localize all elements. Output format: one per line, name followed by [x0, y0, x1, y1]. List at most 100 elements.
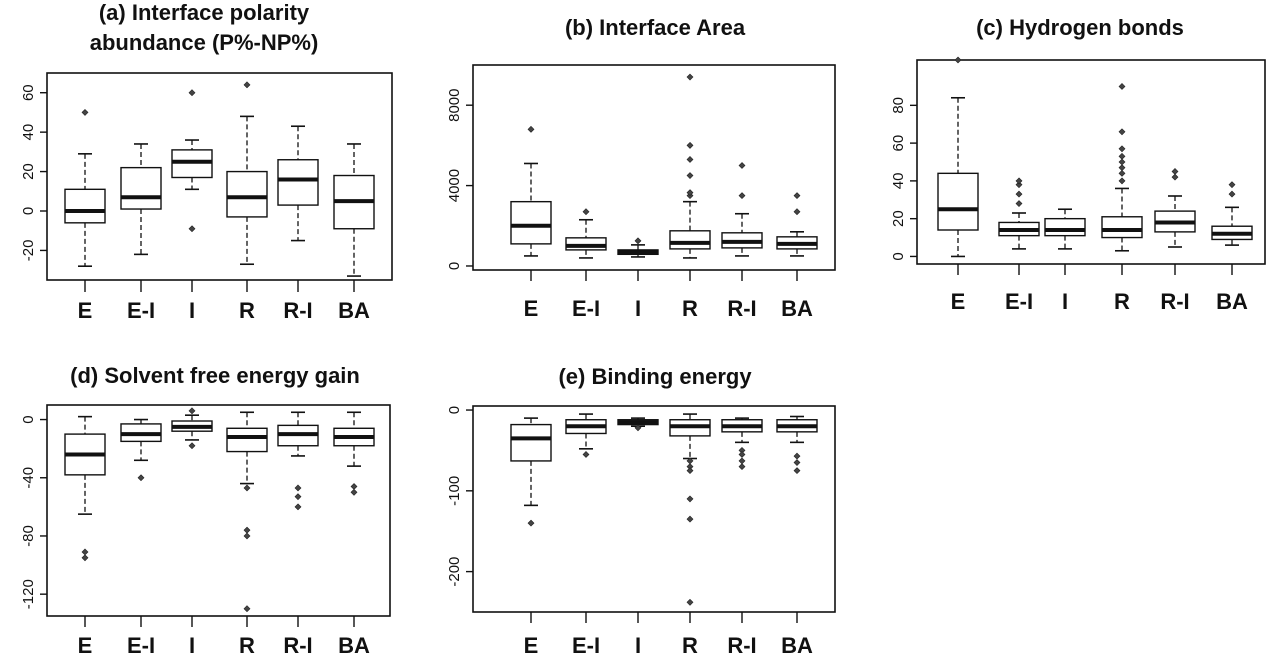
x-tick-label: E-I [572, 633, 600, 654]
outlier-point [686, 141, 694, 149]
outlier-point [686, 189, 694, 197]
x-tick-label: E-I [1005, 289, 1033, 314]
outlier-point [793, 459, 801, 466]
x-tick-label: BA [1216, 289, 1248, 314]
outlier-point [188, 225, 196, 233]
box-I [617, 417, 659, 432]
y-tick-label: -20 [20, 240, 37, 262]
panel-e: (e) Binding energy -200 -100 0 E E-I I R R-I BA [446, 364, 836, 654]
x-tick-label: E [524, 296, 539, 321]
box-BA [333, 411, 375, 496]
x-tick-label: BA [781, 296, 813, 321]
x-tick-label: E [78, 298, 93, 323]
y-tick-label: 20 [890, 210, 907, 227]
outlier-point [243, 532, 251, 540]
iqr-box [510, 423, 552, 462]
outlier-point [1118, 177, 1126, 185]
outlier-point [81, 548, 89, 556]
iqr-box [1044, 217, 1086, 237]
y-tick-label: 0 [446, 262, 463, 270]
y-tick-label: 0 [20, 415, 37, 423]
outlier-point [738, 162, 746, 169]
outlier-point [1118, 158, 1126, 166]
outlier-point [243, 81, 251, 89]
x-tick-label: E [524, 633, 539, 654]
outlier-point [582, 451, 590, 458]
outlier-point [686, 467, 694, 475]
outlier-point [188, 407, 196, 415]
panel-title: (d) Solvent free energy gain [70, 363, 360, 388]
outlier-point [1118, 169, 1126, 177]
iqr-box [64, 188, 106, 224]
panel-title: (a) Interface polarity [99, 0, 310, 25]
box-R [226, 81, 268, 266]
box-I [171, 407, 213, 450]
iqr-box [1101, 216, 1143, 239]
outlier-point [1171, 173, 1179, 181]
outlier-point [634, 237, 642, 245]
outlier-point [527, 125, 535, 133]
panel-title: abundance (P%-NP%) [90, 30, 319, 55]
plot-frame [472, 405, 836, 613]
outlier-point [294, 484, 302, 492]
y-tick-label: 20 [20, 163, 37, 180]
box-BA [1211, 181, 1253, 246]
box-BA [333, 143, 375, 277]
y-tick-label: 0 [890, 252, 907, 260]
iqr-box [937, 172, 979, 231]
plot-frame [46, 72, 393, 281]
outlier-point [1228, 181, 1236, 189]
x-tick-label: R [682, 633, 698, 654]
box-R-I [1154, 168, 1196, 248]
x-tick-label: E-I [127, 298, 155, 323]
box-R-I [721, 417, 763, 471]
x-tick-label: R [239, 298, 255, 323]
outlier-point [1015, 177, 1023, 185]
iqr-box [277, 159, 319, 206]
box-E [937, 56, 979, 258]
x-tick-label: E-I [572, 296, 600, 321]
box-R [1101, 83, 1143, 252]
outlier-point [1118, 152, 1126, 160]
y-tick-label: 8000 [446, 89, 463, 122]
y-tick-label: 60 [890, 135, 907, 152]
y-tick-label: -80 [20, 525, 37, 547]
box-E-I [120, 143, 162, 256]
y-tick-label: -100 [446, 476, 463, 506]
box-R [226, 411, 268, 613]
x-tick-label: I [189, 298, 195, 323]
outlier-point [738, 451, 746, 458]
box-I [171, 89, 213, 233]
box-E [510, 417, 552, 527]
x-tick-label: R-I [283, 298, 312, 323]
box-BA [776, 415, 818, 475]
y-tick-label: 40 [20, 124, 37, 141]
x-tick-label: R-I [727, 633, 756, 654]
outlier-point [793, 208, 801, 216]
panel-b: (b) Interface Area 0 4000 8000 E E-I I R R-I BA [446, 15, 836, 321]
box-E-I [565, 413, 607, 458]
y-tick-label: -40 [20, 467, 37, 489]
iqr-box [510, 200, 552, 245]
box-E-I [998, 177, 1040, 250]
outlier-point [243, 605, 251, 613]
x-tick-label: BA [338, 633, 370, 654]
box-R-I [277, 411, 319, 511]
outlier-point [81, 109, 89, 116]
outlier-point [1118, 145, 1126, 153]
outlier-point [738, 463, 746, 471]
plot-frame [46, 404, 391, 617]
outlier-point [243, 526, 251, 534]
outlier-point [1228, 190, 1236, 198]
panel-title: (e) Binding energy [558, 364, 752, 389]
x-tick-label: I [189, 633, 195, 654]
outlier-point [294, 503, 302, 511]
outlier-point [1015, 200, 1023, 207]
y-tick-label: -200 [446, 557, 463, 587]
panel-a: (a) Interface polarity abundance (P%-NP%)… [20, 0, 393, 323]
plot-frame [472, 64, 836, 271]
panel-title: (c) Hydrogen bonds [976, 15, 1184, 40]
y-tick-label: 80 [890, 97, 907, 114]
panel-d: (d) Solvent free energy gain -120 -80 -40 0 E… [20, 363, 391, 654]
